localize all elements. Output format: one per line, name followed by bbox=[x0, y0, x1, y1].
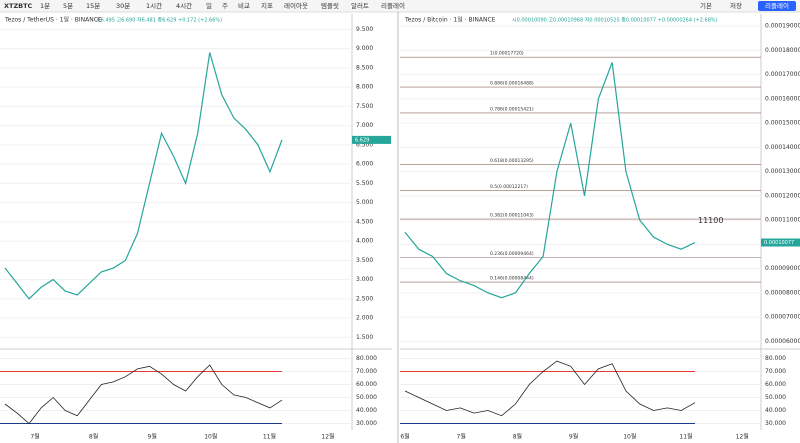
toolbar-item[interactable]: 1분 bbox=[40, 2, 50, 10]
y-tick-label: 0.00019000 bbox=[765, 23, 800, 30]
fib-label: 0.146(0.00008444) bbox=[490, 276, 534, 282]
x-tick-label: 9월 bbox=[148, 433, 157, 441]
toolbar-item[interactable]: 5분 bbox=[63, 2, 73, 10]
rsi-tick-label: 70.000 bbox=[765, 368, 786, 375]
price-line bbox=[4, 52, 283, 300]
x-tick-label: 10월 bbox=[204, 433, 217, 441]
toolbar-item[interactable]: 30분 bbox=[116, 2, 130, 10]
rsi-tick-label: 30.000 bbox=[356, 420, 377, 427]
y-tick-label: 5.500 bbox=[356, 180, 373, 187]
fib-label: 0.886(0.00016488) bbox=[490, 81, 534, 87]
last-price-box bbox=[352, 135, 391, 144]
y-tick-label: 9.500 bbox=[356, 26, 373, 33]
symbol[interactable]: XTZBTC bbox=[4, 2, 33, 10]
last-price-label: 6.629 bbox=[355, 137, 369, 143]
rsi-tick-label: 40.000 bbox=[356, 407, 377, 414]
toolbar-item[interactable]: 템플릿 bbox=[321, 2, 339, 10]
y-tick-label: 7.500 bbox=[356, 103, 373, 110]
y-tick-label: 2.000 bbox=[356, 315, 373, 322]
y-tick-label: 4.000 bbox=[356, 238, 373, 245]
y-tick-label: 8.000 bbox=[356, 84, 373, 91]
toolbar-item[interactable]: 1시간 bbox=[146, 1, 162, 10]
fib-label: 0.382(0.00011043) bbox=[490, 213, 534, 219]
y-tick-label: 6.000 bbox=[356, 161, 373, 168]
price-line bbox=[404, 62, 696, 299]
y-tick-label: 0.00012000 bbox=[765, 192, 800, 199]
rsi-tick-label: 50.000 bbox=[765, 394, 786, 401]
toolbar-item[interactable]: 비교 bbox=[238, 1, 250, 10]
fib-label: 0.5(0.00012217) bbox=[490, 184, 528, 190]
y-tick-label: 0.00014000 bbox=[765, 144, 800, 151]
last-price-label: 0.00010077 bbox=[764, 240, 794, 246]
toolbar-item[interactable]: 지표 bbox=[261, 1, 273, 10]
replay-label[interactable]: 리플레이 bbox=[765, 1, 789, 10]
rsi-tick-label: 30.000 bbox=[765, 420, 786, 427]
annotation: 11100 bbox=[698, 216, 723, 225]
y-tick-label: 0.00008000 bbox=[765, 289, 800, 296]
y-tick-label: 0.00013000 bbox=[765, 168, 800, 175]
rsi-line bbox=[4, 364, 283, 425]
x-tick-label: 12월 bbox=[736, 433, 749, 441]
toolbar-item[interactable]: 4시간 bbox=[176, 1, 192, 10]
y-tick-label: 0.00011000 bbox=[765, 217, 800, 224]
x-tick-label: 8월 bbox=[513, 433, 522, 441]
x-tick-label: 10월 bbox=[623, 433, 636, 441]
x-tick-label: 8월 bbox=[89, 433, 98, 441]
x-tick-label: 11월 bbox=[263, 433, 276, 441]
toolbar-item[interactable]: 일 bbox=[206, 1, 212, 10]
fib-label: 1(0.00017720) bbox=[490, 51, 524, 57]
rsi-tick-label: 60.000 bbox=[356, 381, 377, 388]
y-tick-label: 0.00006000 bbox=[765, 338, 800, 345]
toolbar-item[interactable]: 기본 bbox=[700, 1, 712, 10]
toolbar-item[interactable]: 레이아웃 bbox=[284, 1, 308, 10]
toolbar-item[interactable]: 저장 bbox=[730, 1, 742, 10]
chart-ohlc: 시6.495 고6.690 저6.481 종6.629 +0.172 (+2.6… bbox=[96, 17, 222, 24]
x-tick-label: 12월 bbox=[321, 433, 334, 441]
rsi-tick-label: 80.000 bbox=[765, 355, 786, 362]
last-price-box bbox=[761, 238, 800, 247]
replay-button[interactable] bbox=[758, 1, 796, 11]
x-tick-label: 6월 bbox=[400, 433, 409, 441]
rsi-tick-label: 70.000 bbox=[356, 368, 377, 375]
x-tick-label: 11월 bbox=[679, 433, 692, 441]
y-tick-label: 3.500 bbox=[356, 257, 373, 264]
y-tick-label: 8.500 bbox=[356, 64, 373, 71]
y-tick-label: 0.00015000 bbox=[765, 120, 800, 127]
toolbar bbox=[0, 0, 800, 12]
chart-ohlc: 시0.00010090 고0.00010968 저0.00010525 종0.0… bbox=[512, 17, 718, 24]
x-tick-label: 7월 bbox=[30, 433, 39, 441]
y-tick-label: 7.000 bbox=[356, 122, 373, 129]
x-tick-label: 7월 bbox=[457, 433, 466, 441]
y-tick-label: 0.00009000 bbox=[765, 265, 800, 272]
y-tick-label: 5.000 bbox=[356, 199, 373, 206]
toolbar-item[interactable]: 알러트 bbox=[351, 1, 369, 10]
y-tick-label: 2.500 bbox=[356, 295, 373, 302]
y-tick-label: 0.00016000 bbox=[765, 95, 800, 102]
rsi-tick-label: 80.000 bbox=[356, 355, 377, 362]
rsi-tick-label: 50.000 bbox=[356, 394, 377, 401]
y-tick-label: 0.00017000 bbox=[765, 71, 800, 78]
fib-label: 0.786(0.00015421) bbox=[490, 106, 534, 112]
toolbar-item[interactable]: 리플레이 bbox=[381, 1, 405, 10]
rsi-tick-label: 60.000 bbox=[765, 381, 786, 388]
chart-title: Tezos / Bitcoin · 1일 · BINANCE bbox=[404, 16, 496, 24]
toolbar-item[interactable]: 15분 bbox=[86, 2, 100, 10]
y-tick-label: 9.000 bbox=[356, 45, 373, 52]
y-tick-label: 0.00018000 bbox=[765, 47, 800, 54]
chart-title: Tezos / TetherUS · 1일 · BINANCE bbox=[4, 16, 102, 24]
fib-label: 0.236(0.00009464) bbox=[490, 251, 534, 257]
y-tick-label: 3.000 bbox=[356, 276, 373, 283]
rsi-line bbox=[404, 360, 696, 417]
y-tick-label: 1.500 bbox=[356, 334, 373, 341]
rsi-tick-label: 40.000 bbox=[765, 407, 786, 414]
fib-label: 0.618(0.00013295) bbox=[490, 158, 534, 164]
y-tick-label: 4.500 bbox=[356, 218, 373, 225]
y-tick-label: 0.00007000 bbox=[765, 314, 800, 321]
y-tick-label: 6.500 bbox=[356, 141, 373, 148]
x-tick-label: 9월 bbox=[569, 433, 578, 441]
toolbar-item[interactable]: 주 bbox=[222, 2, 228, 10]
